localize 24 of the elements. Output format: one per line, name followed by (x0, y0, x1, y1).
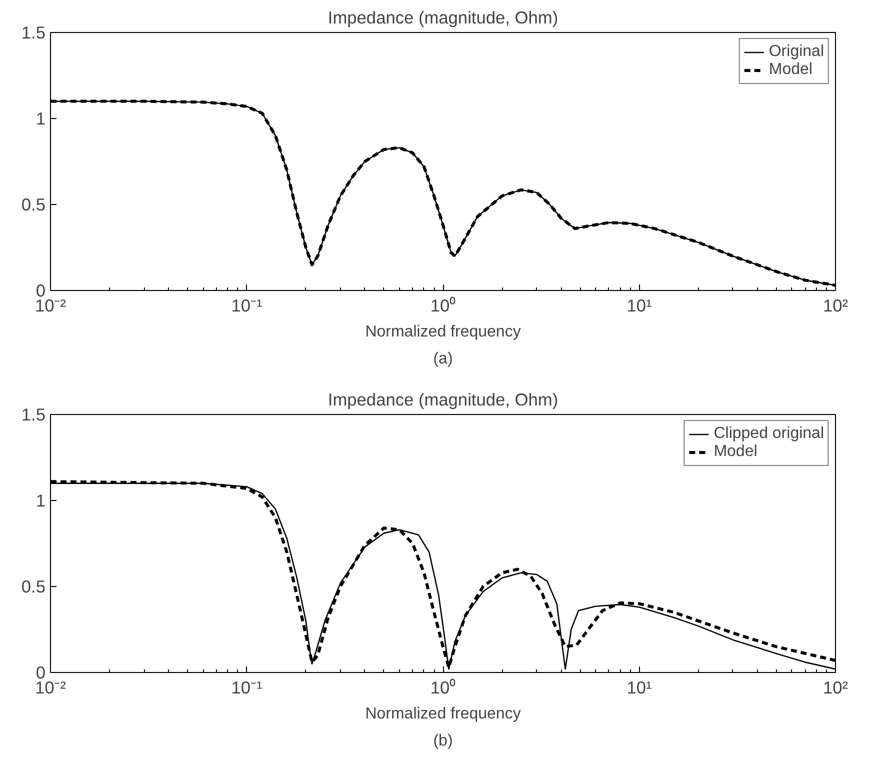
text: (b) (433, 732, 453, 750)
legend-label: Original (768, 43, 824, 61)
y-tick-label: 0.5 (21, 194, 46, 214)
x-tick-label: 10⁻¹ (231, 678, 262, 698)
x-tick-label: 10¹ (626, 678, 652, 698)
y-tick-label: 1 (36, 490, 46, 510)
y-tick-label: 1.5 (21, 22, 46, 42)
x-tick-label: 10⁻¹ (231, 296, 262, 316)
chart-title: Impedance (magnitude, Ohm) (328, 390, 558, 410)
legend-label: Model (714, 443, 758, 461)
x-tick-label: 10² (822, 296, 848, 316)
x-tick-label: 10⁰ (430, 296, 456, 316)
x-tick-label: 10¹ (626, 296, 652, 316)
x-axis-title: Normalized frequency (365, 324, 521, 340)
x-tick-label: 10² (822, 678, 848, 698)
y-tick-label: 0.5 (21, 576, 46, 596)
x-tick-label: 10⁰ (430, 678, 456, 698)
x-axis-title: Normalized frequency (365, 706, 521, 722)
text: (a) (433, 350, 453, 368)
y-tick-label: 1.5 (21, 404, 46, 424)
legend-label: Model (768, 61, 812, 79)
legend-label: Clipped original (714, 425, 824, 443)
chart-title: Impedance (magnitude, Ohm) (328, 8, 558, 28)
y-tick-label: 1 (36, 108, 46, 128)
